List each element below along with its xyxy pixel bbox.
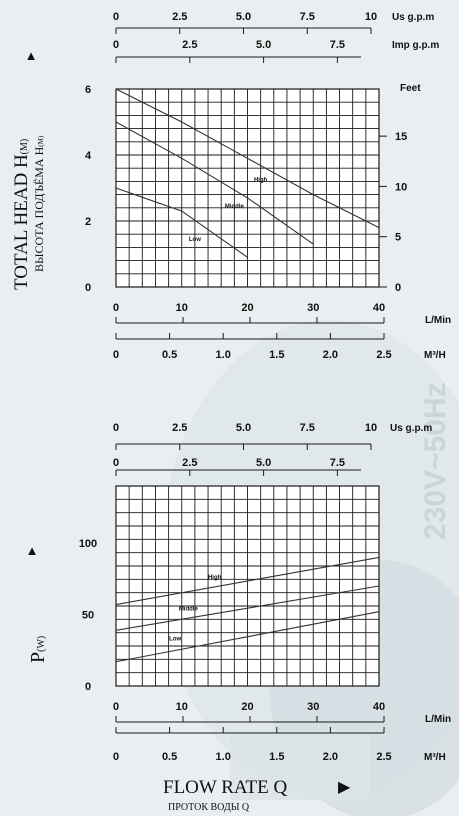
head-top-unit-1: Imp g.p.m bbox=[392, 40, 439, 51]
head-m3h-tick-label: 0.5 bbox=[162, 349, 177, 361]
power-top-unit-0: Us g.p.m bbox=[390, 423, 432, 434]
head-m3h-tick-label: 2.5 bbox=[376, 349, 391, 361]
power-m3h-tick-label: 2.0 bbox=[323, 751, 338, 763]
head-top-tick-label-1: 5.0 bbox=[256, 39, 271, 51]
power-series-low bbox=[115, 611, 380, 663]
head-y-tick-label: 6 bbox=[85, 84, 91, 96]
power-top-tick-label-1: 2.5 bbox=[182, 457, 197, 469]
power-x-tick-label: 20 bbox=[241, 701, 253, 713]
head-feet-unit: Feet bbox=[400, 83, 421, 94]
power-m3h-tick-label: 0 bbox=[113, 751, 119, 763]
power-top-tick-label-0: 7.5 bbox=[300, 422, 315, 434]
power-m3h-tick-label: 1.0 bbox=[216, 751, 231, 763]
head-top-tick-label-1: 2.5 bbox=[182, 39, 197, 51]
head-feet-tick-label: 10 bbox=[395, 181, 407, 193]
head-m3h-tick-label: 0 bbox=[113, 349, 119, 361]
power-x-tick-label: 10 bbox=[176, 701, 188, 713]
head-y-tick-label: 4 bbox=[85, 150, 92, 162]
power-top-tick-label-0: 2.5 bbox=[172, 422, 187, 434]
head-m3h-tick-label: 1.0 bbox=[216, 349, 231, 361]
head-top-tick-label-0: 7.5 bbox=[300, 11, 315, 23]
head-y-tick-label: 0 bbox=[85, 282, 91, 294]
power-series-high bbox=[115, 556, 380, 606]
power-top-tick-label-1: 0 bbox=[113, 457, 119, 469]
head-series-high bbox=[115, 88, 380, 229]
power-top-tick-label-1: 7.5 bbox=[330, 457, 345, 469]
power-lmin-unit: L/Min bbox=[425, 714, 451, 725]
power-x-tick-label: 0 bbox=[113, 701, 119, 713]
head-top-tick-label-0: 5.0 bbox=[236, 11, 251, 23]
head-y-tick-label: 2 bbox=[85, 216, 91, 228]
head-x-tick-label: 40 bbox=[373, 302, 385, 314]
power-y-tick-label: 100 bbox=[79, 538, 97, 550]
head-m3h-tick-label: 1.5 bbox=[269, 349, 284, 361]
head-top-tick-label-1: 0 bbox=[113, 39, 119, 51]
power-m3h-unit: M³/H bbox=[424, 752, 446, 763]
power-series-label-high: High bbox=[208, 575, 222, 581]
power-x-tick-label: 30 bbox=[307, 701, 319, 713]
head-x-tick-label: 0 bbox=[113, 302, 119, 314]
power-m3h-tick-label: 0.5 bbox=[162, 751, 177, 763]
power-y-tick-label: 0 bbox=[85, 681, 91, 693]
head-top-tick-label-0: 10 bbox=[365, 11, 377, 23]
power-m3h-tick-label: 2.5 bbox=[376, 751, 391, 763]
head-series-middle bbox=[115, 121, 314, 245]
power-top-tick-label-0: 5.0 bbox=[236, 422, 251, 434]
head-top-tick-label-0: 0 bbox=[113, 11, 119, 23]
head-feet-tick-label: 0 bbox=[395, 282, 401, 294]
head-x-tick-label: 10 bbox=[176, 302, 188, 314]
head-feet-tick-label: 15 bbox=[395, 131, 407, 143]
power-top-tick-label-0: 0 bbox=[113, 422, 119, 434]
power-m3h-tick-label: 1.5 bbox=[269, 751, 284, 763]
power-top-tick-label-1: 5.0 bbox=[256, 457, 271, 469]
head-top-tick-label-1: 7.5 bbox=[330, 39, 345, 51]
power-top-tick-label-0: 10 bbox=[365, 422, 377, 434]
head-top-tick-label-0: 2.5 bbox=[172, 11, 187, 23]
head-series-low bbox=[115, 187, 248, 258]
power-series-middle bbox=[115, 585, 380, 631]
head-lmin-unit: L/Min bbox=[425, 315, 451, 326]
power-y-tick-label: 50 bbox=[82, 610, 94, 622]
head-x-tick-label: 30 bbox=[307, 302, 319, 314]
head-series-label-low: Low bbox=[189, 237, 201, 243]
head-m3h-tick-label: 2.0 bbox=[323, 349, 338, 361]
head-top-unit-0: Us g.p.m bbox=[392, 12, 434, 23]
power-series-label-low: Low bbox=[169, 636, 181, 642]
watermark-text: 230V~50Hz bbox=[419, 382, 452, 540]
power-x-tick-label: 40 bbox=[373, 701, 385, 713]
head-m3h-unit: M³/H bbox=[424, 350, 446, 361]
head-series-label-high: High bbox=[254, 177, 268, 183]
power-series-label-middle: Middle bbox=[179, 606, 199, 612]
head-feet-tick-label: 5 bbox=[395, 232, 401, 244]
head-x-tick-label: 20 bbox=[241, 302, 253, 314]
head-series-label-middle: Middle bbox=[225, 204, 245, 210]
